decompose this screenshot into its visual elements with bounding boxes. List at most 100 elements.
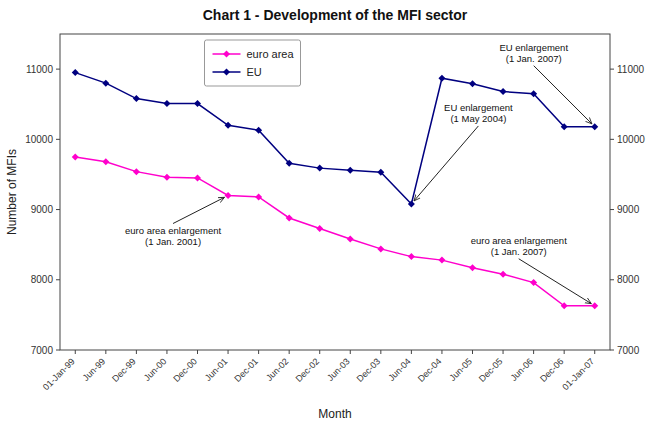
x-tick-label: Dec-01 [232, 356, 260, 384]
data-point [286, 214, 293, 221]
legend-marker [223, 51, 230, 58]
x-tick [258, 350, 259, 354]
annotation-arrow [534, 66, 592, 124]
data-point [591, 302, 598, 309]
y-axis-label: Number of MFIs [5, 149, 19, 235]
chart-title: Chart 1 - Development of the MFI sector [203, 7, 468, 23]
data-point [530, 279, 537, 286]
data-point [500, 271, 507, 278]
x-tick [197, 350, 198, 354]
y2-tick [610, 350, 614, 351]
data-point [377, 245, 384, 252]
data-point [255, 127, 262, 134]
data-point [438, 257, 445, 264]
y-tick-label: 10000 [25, 134, 53, 145]
y2-tick-label: 7000 [617, 345, 640, 356]
x-tick-label: 01-Jan-99 [41, 356, 77, 392]
data-point [438, 75, 445, 82]
x-tick [594, 350, 595, 354]
data-point [347, 167, 354, 174]
x-tick [472, 350, 473, 354]
annotation: euro area enlargement(1 Jan. 2001) [125, 225, 221, 247]
data-point [102, 158, 109, 165]
x-tick-label: 01-Jan-07 [560, 356, 596, 392]
annotation-arrow [173, 197, 224, 223]
data-point [194, 174, 201, 181]
annotation: EU enlargement(1 May 2004) [444, 102, 513, 124]
data-point [377, 169, 384, 176]
x-tick [564, 350, 565, 354]
data-point [347, 236, 354, 243]
legend-label: EU [247, 66, 262, 78]
data-point [72, 153, 79, 160]
x-tick-label: Dec-05 [477, 356, 505, 384]
legend-marker [223, 69, 230, 76]
x-tick-label: Dec-00 [171, 356, 199, 384]
series-line [75, 157, 594, 306]
x-tick-label: Dec-02 [294, 356, 322, 384]
y-tick [56, 279, 60, 280]
data-point [561, 123, 568, 130]
data-point [72, 69, 79, 76]
data-point [500, 88, 507, 95]
data-point [561, 302, 568, 309]
data-point [163, 100, 170, 107]
x-tick [319, 350, 320, 354]
chart: 7000800090001000011000700080009000100001… [0, 0, 654, 426]
data-point [316, 225, 323, 232]
data-point [133, 95, 140, 102]
y-tick-label: 9000 [31, 204, 54, 215]
data-point [102, 80, 109, 87]
data-point [469, 80, 476, 87]
x-tick [441, 350, 442, 354]
series-line [75, 73, 594, 204]
background [0, 0, 654, 426]
x-tick [166, 350, 167, 354]
data-point [255, 193, 262, 200]
plot-area [72, 69, 598, 309]
x-tick [350, 350, 351, 354]
data-point [591, 123, 598, 130]
legend-box [205, 40, 301, 86]
x-tick-label: Jun-06 [508, 356, 535, 383]
y-tick-label: 7000 [31, 345, 54, 356]
x-tick [380, 350, 381, 354]
y-tick [56, 139, 60, 140]
x-tick-label: Jun-01 [203, 356, 230, 383]
legend: euro areaEU [205, 40, 301, 86]
x-tick-label: Jun-04 [386, 356, 413, 383]
y2-tick-label: 10000 [617, 134, 645, 145]
data-point [286, 160, 293, 167]
x-tick-label: Dec-06 [538, 356, 566, 384]
data-point [194, 100, 201, 107]
x-tick-label: Jun-03 [325, 356, 352, 383]
data-point [469, 264, 476, 271]
x-tick [75, 350, 76, 354]
x-tick-label: Jun-02 [264, 356, 291, 383]
data-point [133, 168, 140, 175]
data-point [316, 165, 323, 172]
y-tick [56, 350, 60, 351]
y2-tick-label: 8000 [617, 274, 640, 285]
data-point [408, 200, 415, 207]
y2-tick [610, 279, 614, 280]
data-point [163, 174, 170, 181]
annotation: EU enlargement(1 Jan. 2007) [499, 42, 568, 64]
x-tick [136, 350, 137, 354]
x-tick [228, 350, 229, 354]
x-tick [503, 350, 504, 354]
x-axis-label: Month [318, 407, 351, 421]
x-tick-label: Dec-03 [355, 356, 383, 384]
plot-frame [60, 34, 610, 350]
data-point [408, 253, 415, 260]
annotation: euro area enlargement(1 Jan. 2007) [471, 235, 567, 257]
y2-tick [610, 209, 614, 210]
y-tick [56, 209, 60, 210]
y2-tick [610, 139, 614, 140]
annotation-arrow [414, 126, 478, 201]
x-tick [411, 350, 412, 354]
y-tick-label: 8000 [31, 274, 54, 285]
x-tick [289, 350, 290, 354]
annotation-arrow [519, 259, 592, 304]
x-tick-label: Jun-05 [447, 356, 474, 383]
